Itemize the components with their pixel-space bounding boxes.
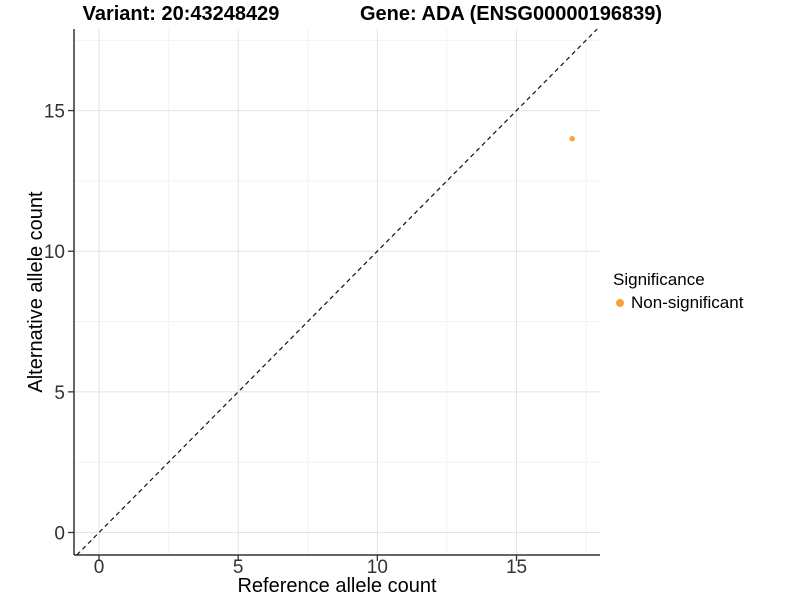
x-tick-label: 5: [233, 557, 244, 578]
y-tick-label: 5: [54, 383, 65, 404]
x-axis-title: Reference allele count: [237, 575, 437, 597]
plot-title-variant: Variant: 20:43248429: [82, 3, 280, 25]
identity-dashed-line: [76, 28, 598, 556]
y-tick-label: 0: [54, 523, 65, 544]
legend-title: Significance: [613, 270, 705, 289]
legend-item-label: Non-significant: [631, 293, 744, 313]
y-tick-label: 10: [44, 242, 65, 263]
y-axis-title: Alternative allele count: [25, 191, 47, 393]
x-tick-label: 15: [506, 557, 527, 578]
legend-point-icon: [616, 299, 624, 308]
x-tick-label: 0: [94, 557, 105, 578]
plot-title-gene: Gene: ADA (ENSG00000196839): [360, 3, 662, 25]
x-tick-label: 10: [367, 557, 388, 578]
legend-item-non-significant: Non-significant: [613, 293, 743, 313]
legend: Significance Non-significant: [613, 269, 743, 313]
y-tick-label: 15: [44, 102, 65, 123]
data-point: [569, 136, 575, 142]
